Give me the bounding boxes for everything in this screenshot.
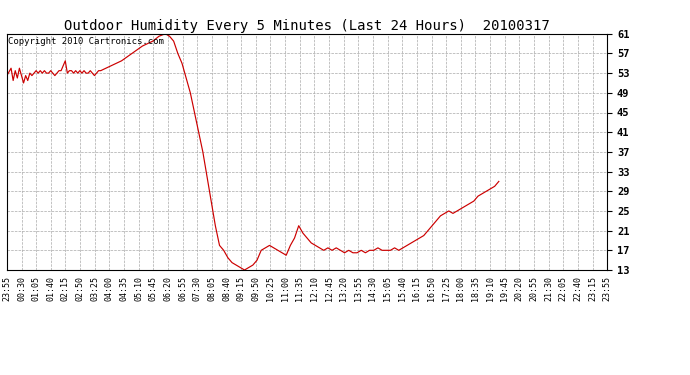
Text: Copyright 2010 Cartronics.com: Copyright 2010 Cartronics.com	[8, 37, 164, 46]
Title: Outdoor Humidity Every 5 Minutes (Last 24 Hours)  20100317: Outdoor Humidity Every 5 Minutes (Last 2…	[64, 19, 550, 33]
